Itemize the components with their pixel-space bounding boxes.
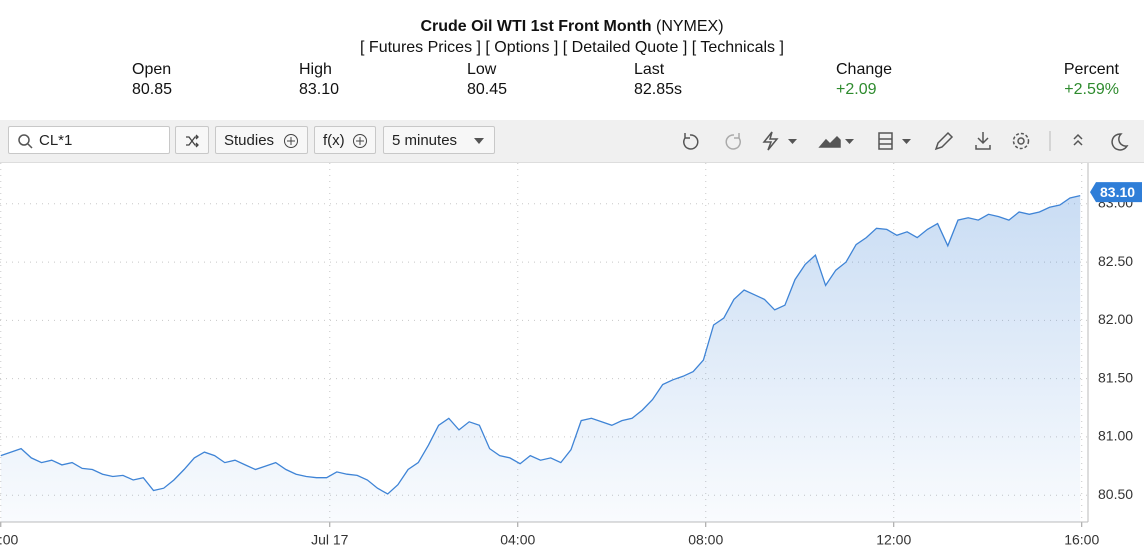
studies-button[interactable]: Studies: [215, 126, 308, 154]
link[interactable]: [ Detailed Quote ]: [562, 39, 688, 56]
shuffle-icon: [186, 134, 199, 148]
download-icon[interactable]: [975, 132, 991, 150]
quote-field: Open 80.85: [132, 60, 172, 100]
quote-field: Low 80.45: [467, 60, 507, 100]
x-tick-label: 04:00: [500, 532, 535, 548]
symbol-search[interactable]: CL*1: [8, 126, 170, 154]
caret: [474, 138, 484, 144]
y-tick-label: 81.50: [1098, 369, 1133, 385]
chart-type-icon[interactable]: [818, 135, 841, 148]
quote-label: Percent: [1063, 61, 1119, 78]
toolbar-icons: [683, 131, 1129, 151]
quote-value: 80.85: [132, 81, 173, 98]
quote-value: +2.59%: [1064, 81, 1119, 98]
quote-links: [ Futures Prices ] [ Options ] [ Detaile…: [0, 39, 1144, 57]
x-tick-label: 16:00: [1064, 532, 1099, 548]
caret: [902, 139, 911, 144]
price-line: [0, 194, 1081, 495]
compare-button[interactable]: [175, 126, 209, 154]
theme-icon[interactable]: [1111, 133, 1129, 151]
quote-field: High 83.10: [299, 60, 339, 100]
button-label: f(x): [323, 132, 345, 149]
price-tag-box: [1090, 182, 1142, 203]
quote-title: Crude Oil WTI 1st Front Month (NYMEX): [0, 18, 1144, 36]
quote-field: Last 82.85s: [634, 60, 682, 100]
search-icon: [18, 134, 33, 149]
y-tick-label: 82.00: [1098, 311, 1133, 327]
interval-select[interactable]: 5 minutes: [383, 126, 495, 154]
quote-label: High: [299, 61, 332, 78]
x-tick-label: 08:00: [688, 532, 723, 548]
quote-value: 80.45: [467, 81, 508, 98]
events-icon[interactable]: [762, 131, 779, 151]
quote-label: Low: [467, 61, 497, 78]
quote-label: Change: [836, 61, 893, 78]
y-tick-label: 80.50: [1098, 486, 1133, 502]
caret: [788, 139, 797, 144]
x-tick-label: 12:00: [876, 532, 911, 548]
quote-label: Last: [634, 61, 665, 78]
quote-label: Open: [132, 61, 172, 78]
x-tick-label: 17:00: [0, 532, 19, 548]
link[interactable]: [ Technicals ]: [691, 39, 784, 56]
symbol: CL*1: [39, 132, 73, 149]
quote-field: Change +2.09: [836, 60, 892, 100]
link[interactable]: [ Options ]: [485, 39, 559, 56]
quote-value: +2.09: [836, 81, 877, 98]
quote-value: 82.85s: [634, 81, 683, 98]
button-label: 5 minutes: [392, 132, 458, 149]
draw-icon[interactable]: [934, 131, 954, 151]
y-tick-label: 81.00: [1098, 428, 1133, 444]
plus-icon: [353, 134, 367, 148]
price-area: [0, 195, 1081, 522]
redo-icon[interactable]: [725, 133, 741, 150]
button-label: Studies: [224, 132, 275, 149]
undo-icon[interactable]: [683, 133, 699, 150]
link[interactable]: [ Futures Prices ]: [360, 39, 481, 56]
instrument-name: Crude Oil WTI 1st Front Month: [420, 18, 652, 35]
exchange: (NYMEX): [655, 18, 724, 35]
plus-icon: [284, 134, 298, 148]
settings-icon[interactable]: [1017, 137, 1025, 145]
y-tick-label: 82.50: [1098, 253, 1133, 269]
x-tick-label: Jul 17: [311, 532, 349, 548]
price-tag-label: 83.10: [1100, 184, 1135, 200]
fx-button[interactable]: f(x): [314, 126, 376, 154]
quote-value: 83.10: [299, 81, 340, 98]
collapse-icon[interactable]: [1073, 133, 1083, 146]
layout-icon[interactable]: [878, 132, 893, 150]
price-tag: 83.10: [1090, 182, 1142, 203]
toolbar: CL*1 Studies f(x) 5 minutes: [0, 120, 1144, 163]
caret: [845, 139, 854, 144]
quote-field: Percent +2.59%: [1064, 60, 1119, 100]
